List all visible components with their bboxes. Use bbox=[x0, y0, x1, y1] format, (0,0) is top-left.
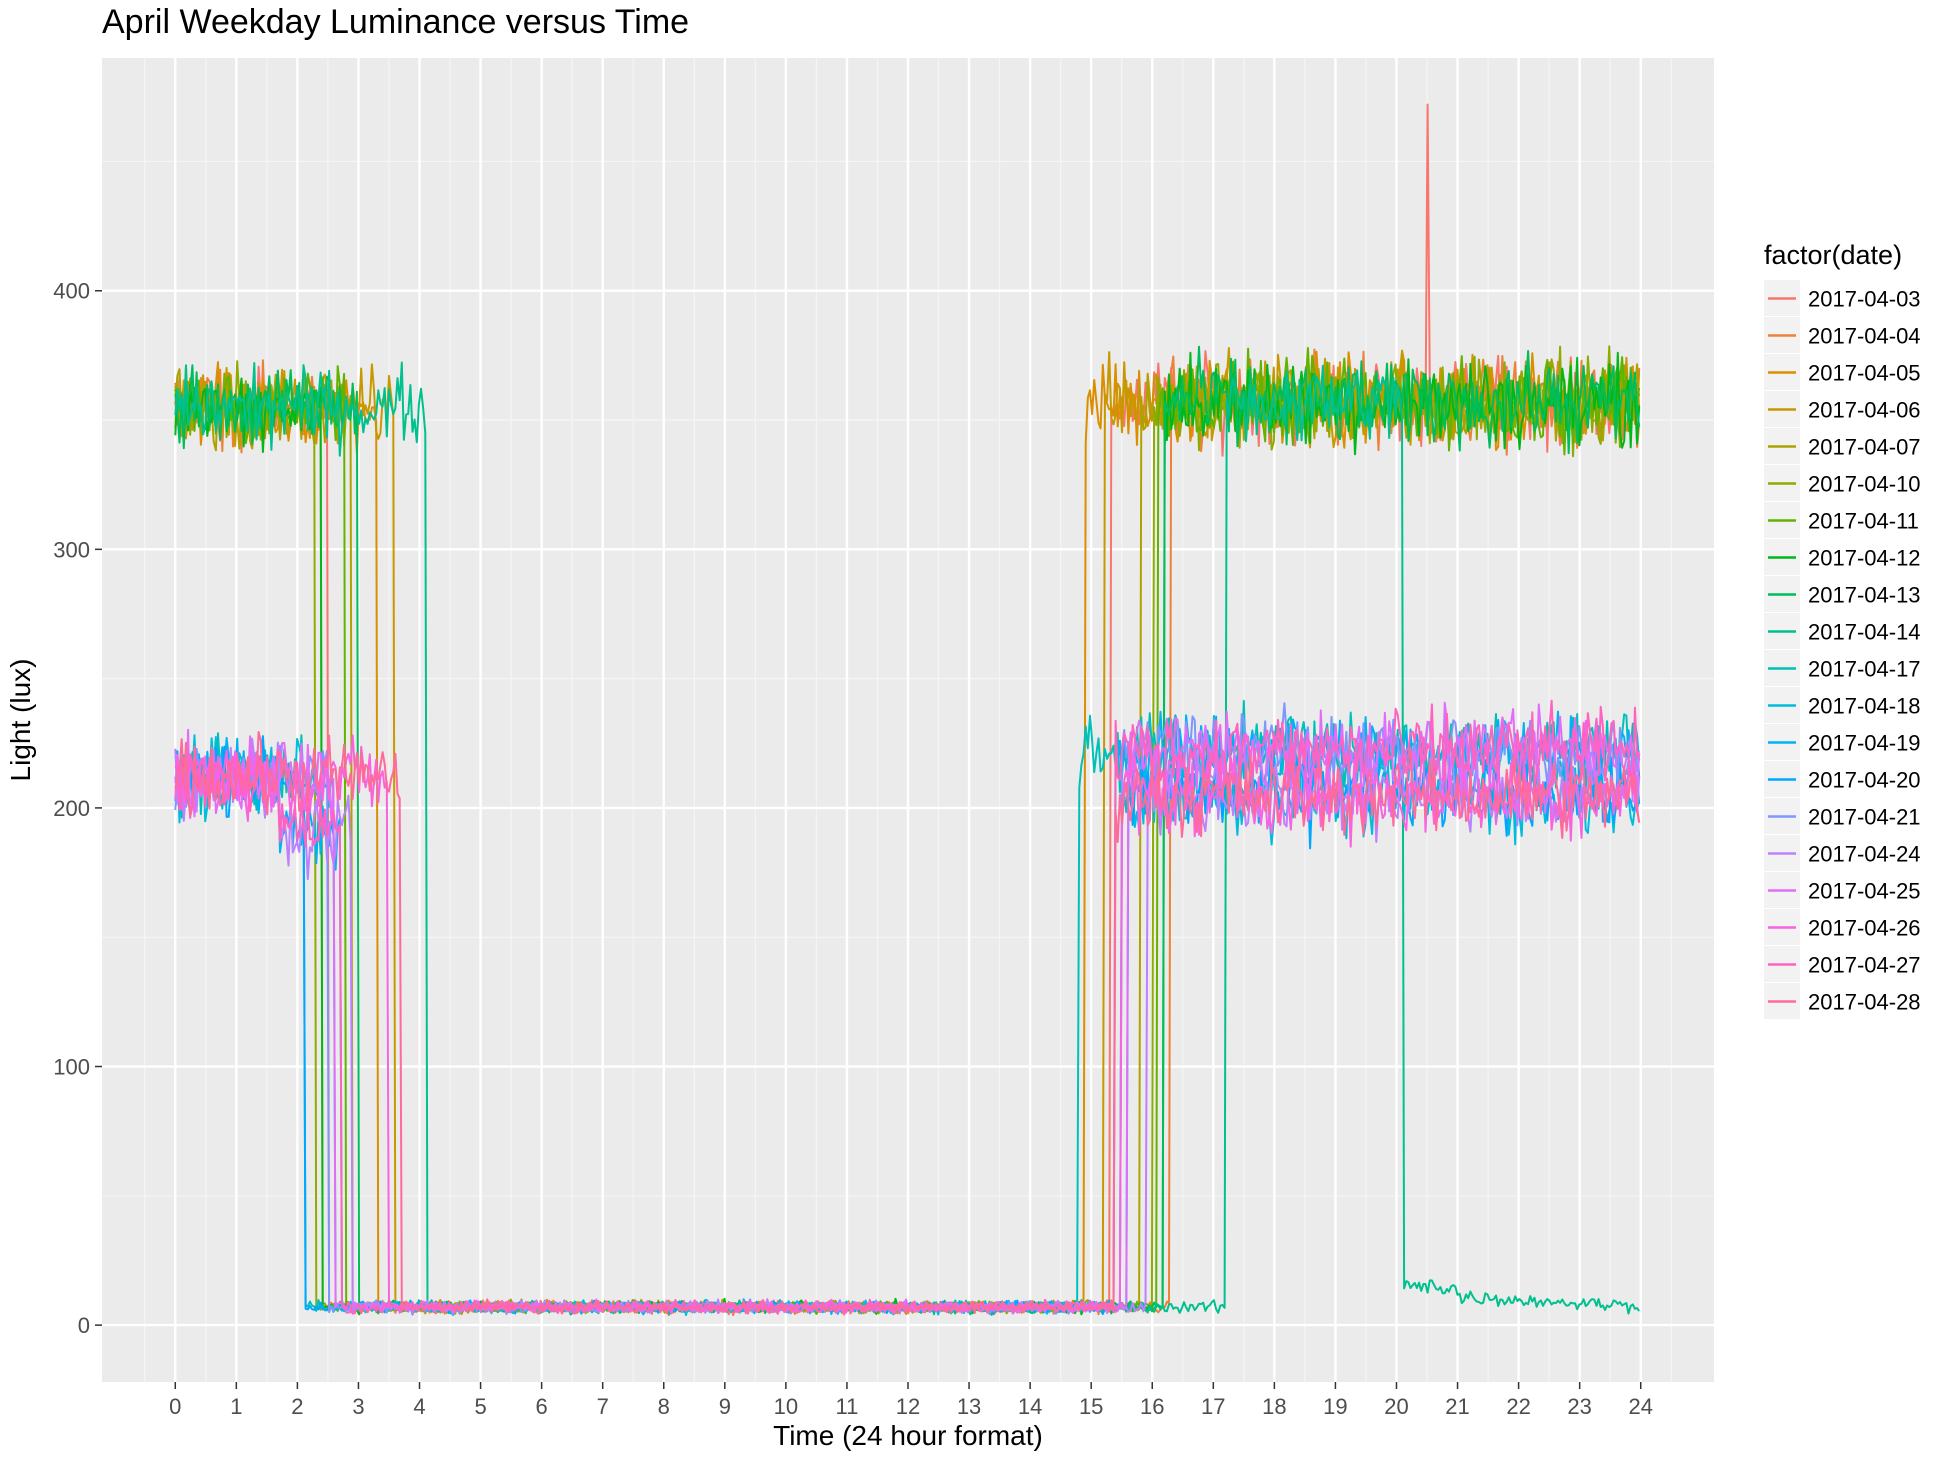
legend-title: factor(date) bbox=[1764, 240, 1902, 270]
legend-label: 2017-04-18 bbox=[1808, 694, 1921, 719]
x-axis-title: Time (24 hour format) bbox=[773, 1420, 1043, 1451]
x-tick-label: 7 bbox=[597, 1394, 609, 1419]
x-tick-label: 3 bbox=[352, 1394, 364, 1419]
x-tick-label: 22 bbox=[1506, 1394, 1530, 1419]
x-tick-label: 2 bbox=[291, 1394, 303, 1419]
x-tick-label: 1 bbox=[230, 1394, 242, 1419]
legend-label: 2017-04-12 bbox=[1808, 546, 1921, 571]
x-tick-label: 11 bbox=[836, 1394, 859, 1419]
y-tick-label: 100 bbox=[53, 1055, 90, 1080]
y-tick-label: 400 bbox=[53, 279, 90, 304]
x-tick-label: 16 bbox=[1140, 1394, 1164, 1419]
x-tick-label: 13 bbox=[957, 1394, 981, 1419]
legend-label: 2017-04-27 bbox=[1808, 953, 1921, 978]
x-tick-label: 17 bbox=[1201, 1394, 1225, 1419]
series-line-2017-04-28 bbox=[174, 731, 1641, 1315]
legend-label: 2017-04-24 bbox=[1808, 842, 1921, 867]
legend-label: 2017-04-03 bbox=[1808, 287, 1921, 312]
legend-label: 2017-04-21 bbox=[1808, 805, 1921, 830]
x-tick-label: 20 bbox=[1384, 1394, 1408, 1419]
legend-label: 2017-04-05 bbox=[1808, 361, 1921, 386]
x-tick-label: 18 bbox=[1262, 1394, 1286, 1419]
series-layer bbox=[174, 103, 1641, 1317]
x-tick-label: 24 bbox=[1628, 1394, 1652, 1419]
legend-label: 2017-04-13 bbox=[1808, 583, 1921, 608]
x-tick-label: 8 bbox=[658, 1394, 670, 1419]
legend-label: 2017-04-20 bbox=[1808, 768, 1921, 793]
x-tick-label: 15 bbox=[1079, 1394, 1103, 1419]
legend-label: 2017-04-17 bbox=[1808, 657, 1921, 682]
x-tick-label: 4 bbox=[413, 1394, 425, 1419]
legend-label: 2017-04-19 bbox=[1808, 731, 1921, 756]
x-tick-label: 19 bbox=[1323, 1394, 1347, 1419]
x-tick-label: 14 bbox=[1018, 1394, 1042, 1419]
y-tick-label: 0 bbox=[78, 1313, 90, 1338]
y-axis-title: Light (lux) bbox=[5, 659, 36, 782]
y-tick-label: 200 bbox=[53, 796, 90, 821]
x-tick-label: 21 bbox=[1445, 1394, 1469, 1419]
x-tick-label: 9 bbox=[719, 1394, 731, 1419]
y-axis: 0 100 200 300 400 bbox=[53, 279, 102, 1338]
legend: factor(date) 2017-04-03 2017-04-04 2017-04… bbox=[1764, 240, 1921, 1019]
legend-label: 2017-04-10 bbox=[1808, 472, 1921, 497]
legend-label: 2017-04-06 bbox=[1808, 398, 1921, 423]
x-tick-label: 5 bbox=[474, 1394, 486, 1419]
legend-label: 2017-04-26 bbox=[1808, 916, 1921, 941]
legend-label: 2017-04-04 bbox=[1808, 324, 1921, 349]
x-tick-label: 0 bbox=[169, 1394, 181, 1419]
legend-label: 2017-04-14 bbox=[1808, 620, 1921, 645]
legend-label: 2017-04-11 bbox=[1808, 509, 1919, 534]
x-tick-label: 12 bbox=[896, 1394, 920, 1419]
x-axis: 0 1 2 3 4 5 6 7 8 9 10 11 12 13 14 15 16 17 18 19 20 21 22 23 24 bbox=[169, 1382, 1653, 1419]
x-tick-label: 10 bbox=[774, 1394, 798, 1419]
x-tick-label: 6 bbox=[536, 1394, 548, 1419]
chart-title: April Weekday Luminance versus Time bbox=[102, 3, 689, 41]
x-tick-label: 23 bbox=[1567, 1394, 1591, 1419]
legend-label: 2017-04-28 bbox=[1808, 990, 1921, 1015]
y-tick-label: 300 bbox=[53, 537, 90, 562]
legend-label: 2017-04-07 bbox=[1808, 435, 1921, 460]
legend-label: 2017-04-25 bbox=[1808, 879, 1921, 904]
